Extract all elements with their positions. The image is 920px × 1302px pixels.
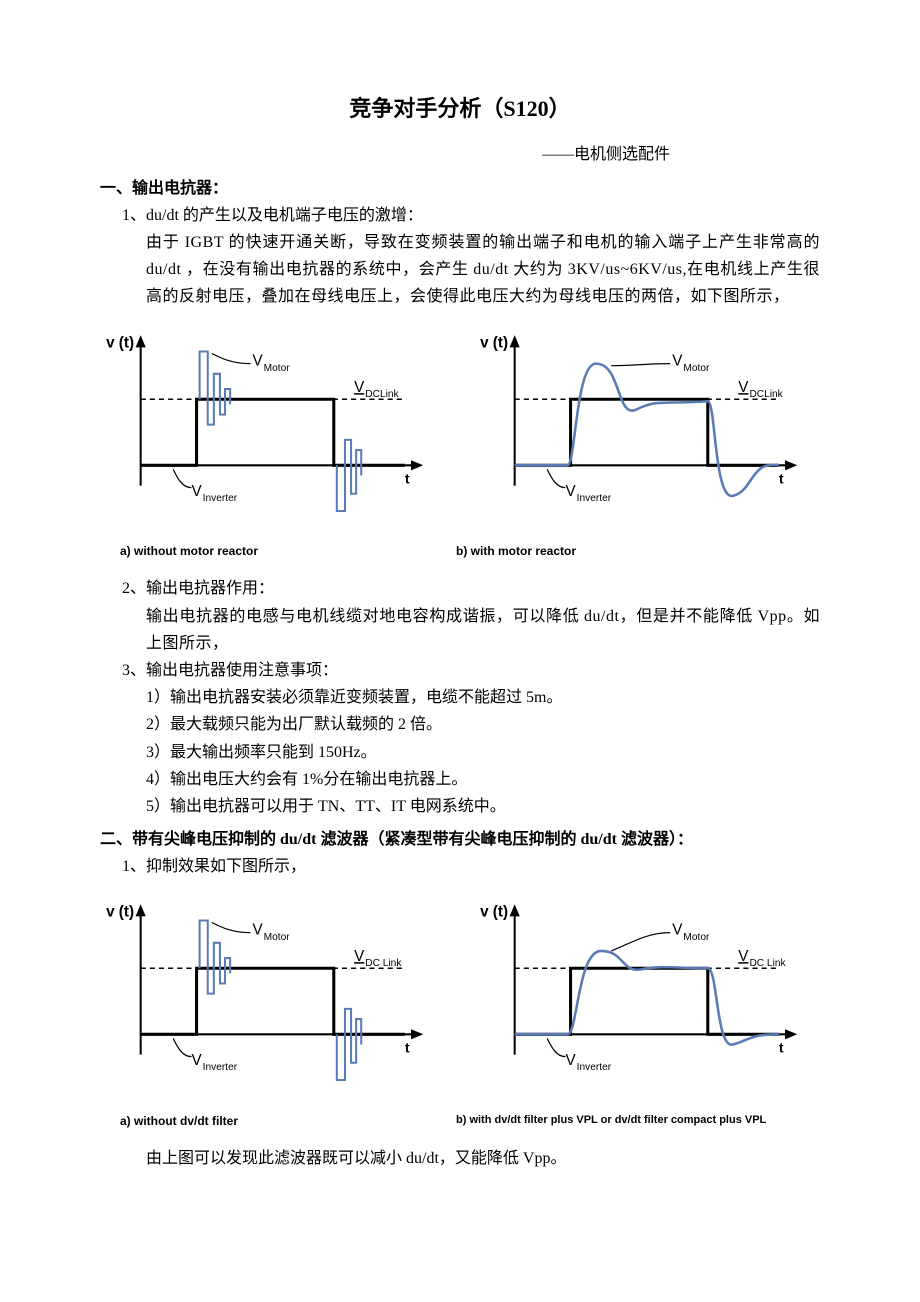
doc-subtitle: ——电机侧选配件 (100, 141, 820, 168)
svg-text:DC Link: DC Link (365, 959, 402, 970)
svg-text:V: V (673, 352, 684, 369)
svg-text:V: V (191, 482, 202, 499)
svg-text:Motor: Motor (684, 362, 711, 373)
fig2b-caption: b) with dv/dt filter plus VPL or dv/dt f… (456, 1111, 820, 1131)
svg-text:t: t (405, 1041, 410, 1057)
svg-text:v (t): v (t) (106, 334, 134, 351)
s1-item1-head: 1、du/dt 的产生以及电机端子电压的激增： (100, 202, 820, 229)
s2-item1-head: 1、抑制效果如下图所示， (100, 853, 820, 880)
s1-item3-4: 4）输出电压大约会有 1%分在输出电抗器上。 (100, 766, 820, 793)
s1-item3-1: 1）输出电抗器安装必须靠近变频装置，电缆不能超过 5m。 (100, 684, 820, 711)
s1-item3-2: 2）最大载频只能为出厂默认载频的 2 倍。 (100, 711, 820, 738)
svg-text:t: t (779, 1041, 784, 1057)
caption-row-2: a) without dv/dt filter b) with dv/dt fi… (100, 1111, 820, 1131)
svg-text:V: V (739, 379, 750, 396)
svg-text:t: t (779, 471, 784, 487)
chart-1b: v (t) t V Motor V DCLink V Inverter (474, 323, 820, 526)
document-page: 竞争对手分析（S120） ——电机侧选配件 一、输出电抗器： 1、du/dt 的… (0, 0, 920, 1232)
figure-row-1: v (t) t V Motor V DCLink V (100, 323, 820, 535)
fig1b-caption: b) with motor reactor (456, 541, 820, 561)
svg-text:DCLink: DCLink (365, 389, 399, 400)
svg-text:Inverter: Inverter (577, 1062, 612, 1073)
fig1a: v (t) t V Motor V DCLink V (100, 323, 446, 535)
s1-item1-body: 由于 IGBT 的快速开通关断，导致在变频装置的输出端子和电机的输入端子上产生非… (100, 229, 820, 311)
s1-item3-3: 3）最大输出频率只能到 150Hz。 (100, 739, 820, 766)
s2-conclusion: 由上图可以发现此滤波器既可以减小 du/dt，又能降低 Vpp。 (100, 1145, 820, 1172)
svg-text:Inverter: Inverter (203, 492, 238, 503)
chart-2b: v (t) t V Motor V DC Link V Inverter (474, 892, 820, 1095)
fig1b: v (t) t V Motor V DCLink V Inverter (474, 323, 820, 535)
s1-item3-5: 5）输出电抗器可以用于 TN、TT、IT 电网系统中。 (100, 793, 820, 820)
caption-row-1: a) without motor reactor b) with motor r… (100, 541, 820, 561)
svg-text:DC Link: DC Link (750, 959, 787, 970)
chart-2a: v (t) t V Motor V DC Link V Inverter (100, 892, 446, 1095)
svg-text:Motor: Motor (264, 362, 291, 373)
fig2a-caption: a) without dv/dt filter (100, 1111, 456, 1131)
svg-text:Inverter: Inverter (203, 1062, 238, 1073)
s1-item3-head: 3、输出电抗器使用注意事项： (100, 657, 820, 684)
fig2a: v (t) t V Motor V DC Link V Inverter (100, 892, 446, 1104)
svg-text:V: V (354, 949, 365, 966)
doc-title: 竞争对手分析（S120） (100, 90, 820, 127)
s1-item2-head: 2、输出电抗器作用： (100, 575, 820, 602)
chart-1a: v (t) t V Motor V DCLink V (100, 323, 446, 526)
svg-text:V: V (191, 1052, 202, 1069)
svg-text:v (t): v (t) (481, 334, 509, 351)
svg-text:V: V (252, 922, 263, 939)
svg-text:V: V (673, 922, 684, 939)
svg-text:DCLink: DCLink (750, 389, 784, 400)
section1-heading: 一、输出电抗器： (100, 175, 820, 202)
svg-text:V: V (566, 482, 577, 499)
svg-text:Inverter: Inverter (577, 492, 612, 503)
svg-text:V: V (566, 1052, 577, 1069)
svg-text:V: V (739, 949, 750, 966)
svg-text:v (t): v (t) (106, 904, 134, 921)
svg-text:V: V (354, 379, 365, 396)
fig2b: v (t) t V Motor V DC Link V Inverter (474, 892, 820, 1104)
svg-text:Motor: Motor (264, 932, 291, 943)
fig1a-caption: a) without motor reactor (100, 541, 456, 561)
svg-text:t: t (405, 471, 410, 487)
figure-row-2: v (t) t V Motor V DC Link V Inverter (100, 892, 820, 1104)
s1-item2-body: 输出电抗器的电感与电机线缆对地电容构成谐振，可以降低 du/dt，但是并不能降低… (100, 603, 820, 657)
svg-text:Motor: Motor (684, 932, 711, 943)
svg-text:V: V (252, 352, 263, 369)
svg-text:v (t): v (t) (481, 904, 509, 921)
section2-heading: 二、带有尖峰电压抑制的 du/dt 滤波器（紧凑型带有尖峰电压抑制的 du/dt… (100, 826, 820, 853)
